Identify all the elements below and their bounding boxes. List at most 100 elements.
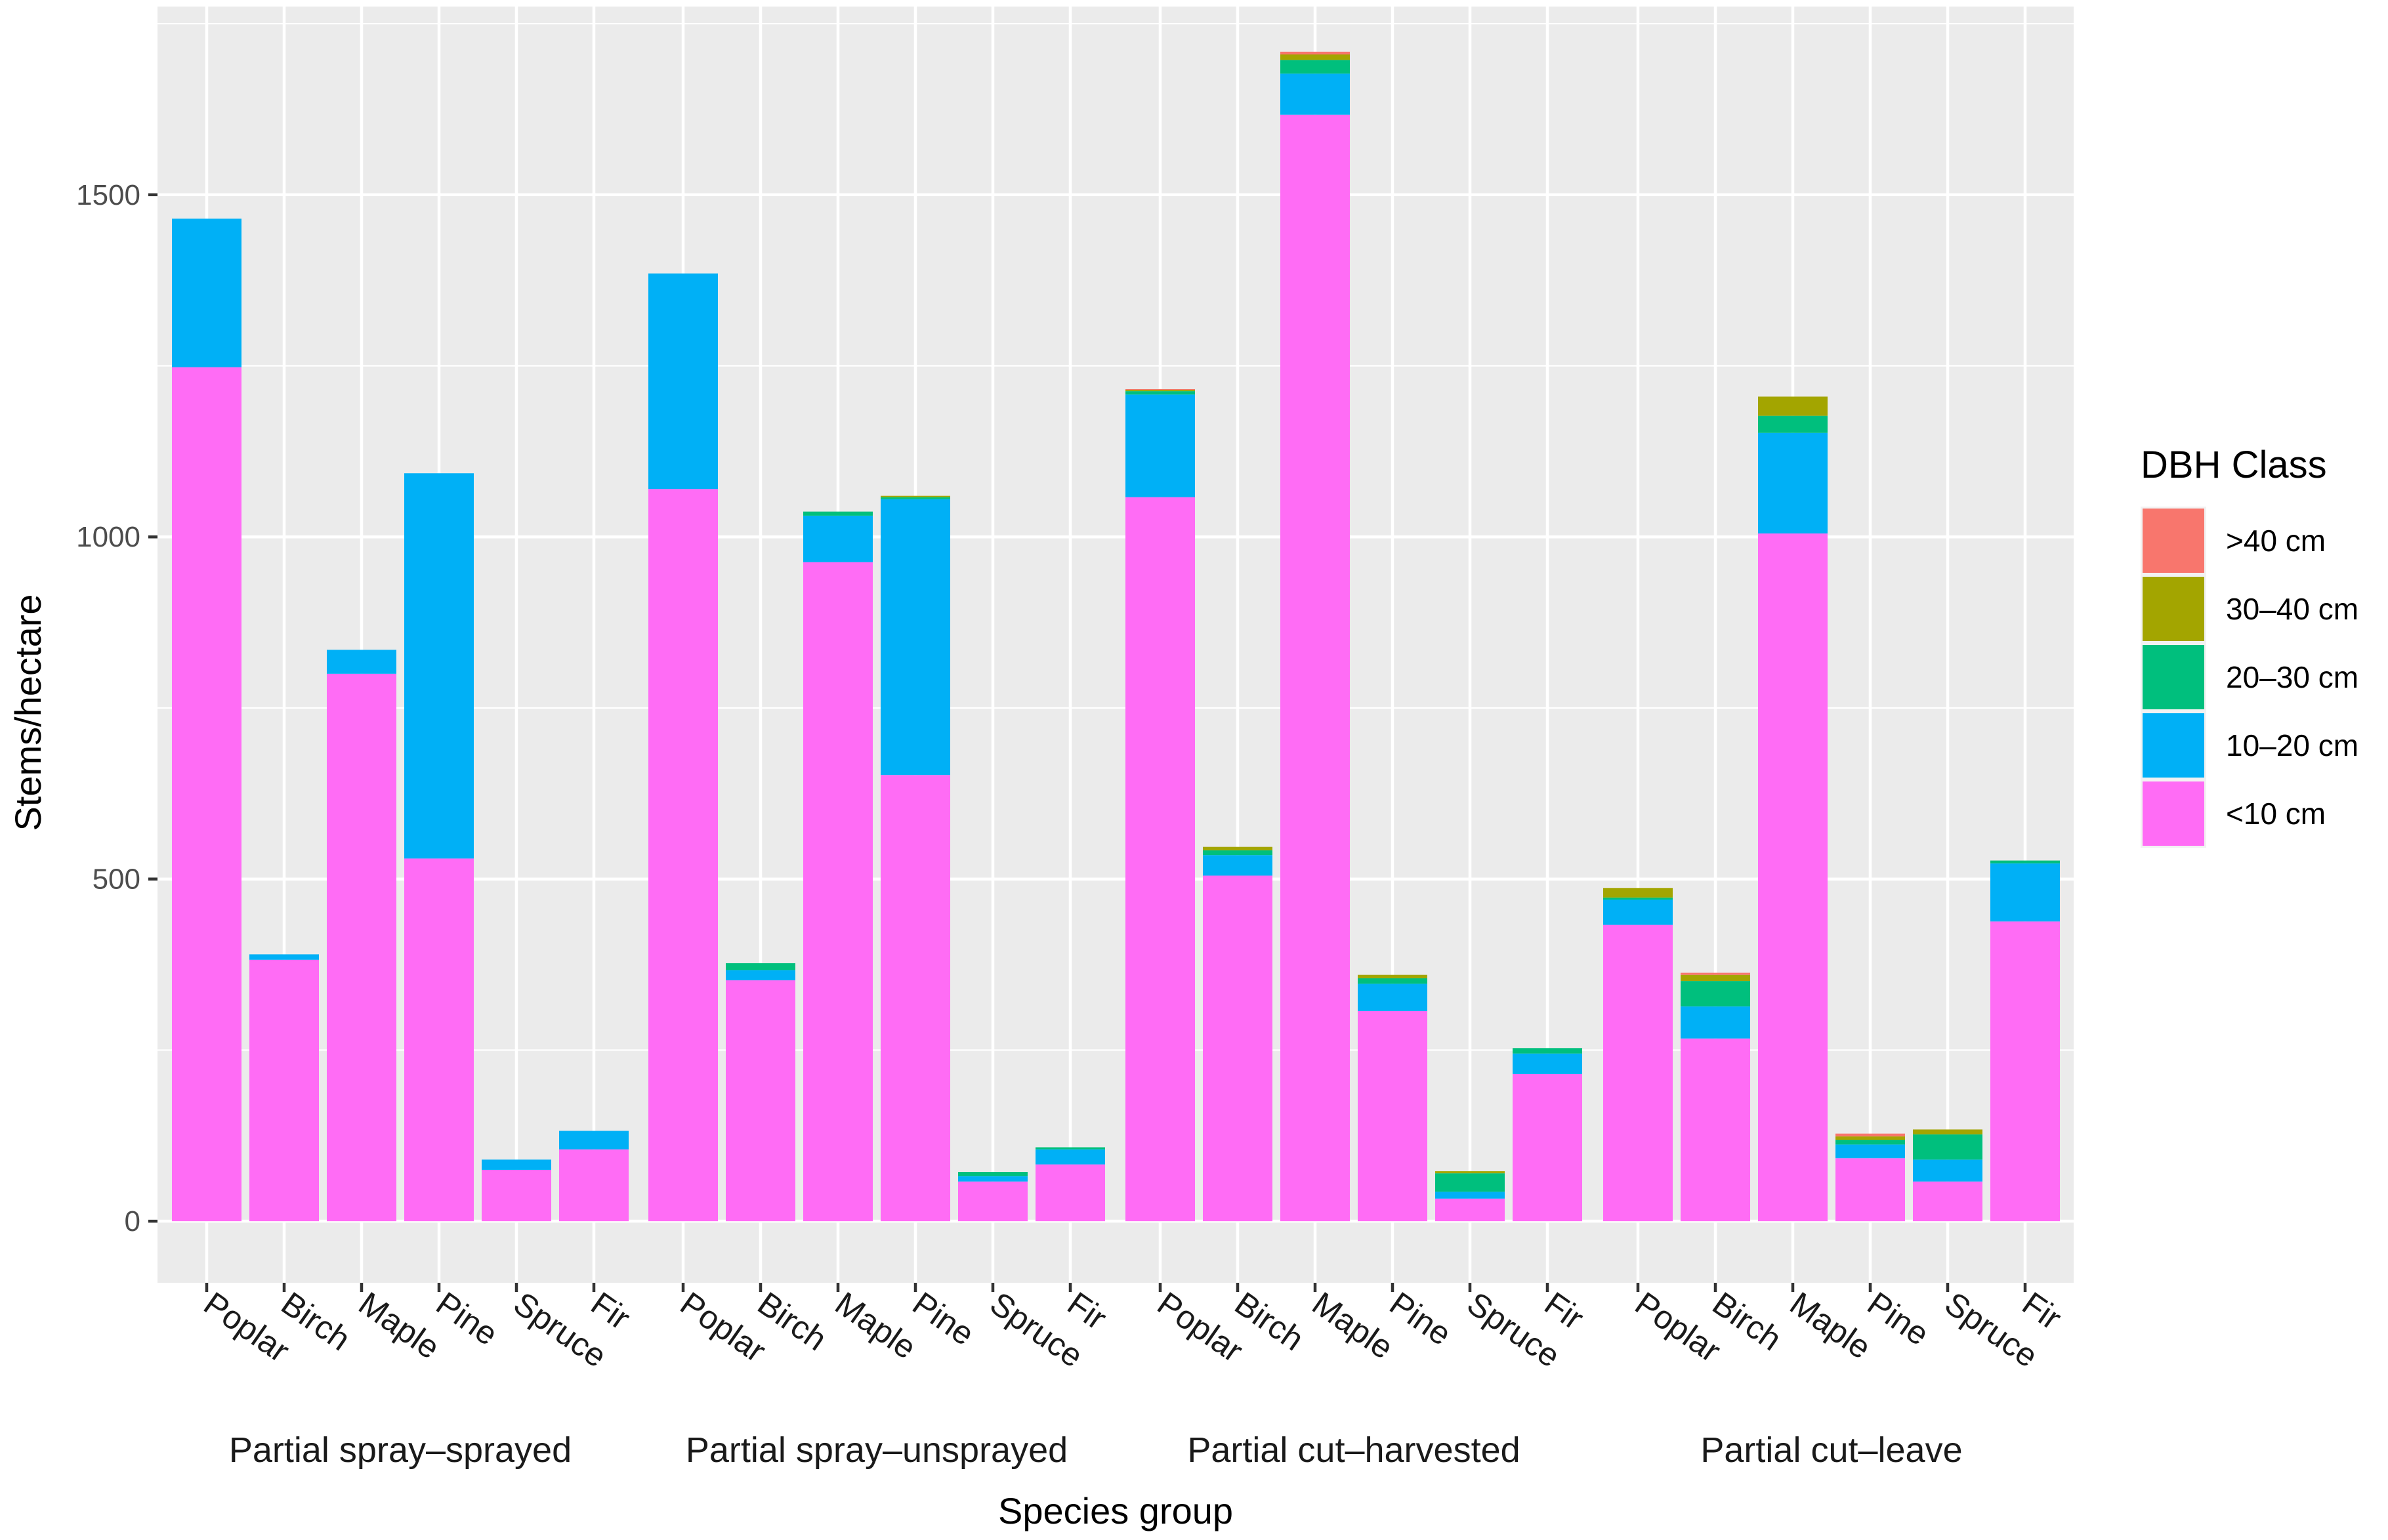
- x-tick-label: Maple: [352, 1285, 447, 1366]
- bar-segment-<10-cm: [648, 489, 718, 1222]
- bar-segment->40-cm: [1125, 388, 1195, 390]
- bar-segment-<10-cm: [726, 980, 795, 1222]
- group-label: Partial cut–harvested: [1187, 1430, 1520, 1470]
- bar-segment-10-20-cm: [482, 1159, 551, 1170]
- bar-segment-20-30-cm: [1603, 897, 1673, 900]
- bar-partial-cut-leave-poplar: [1603, 888, 1673, 1222]
- x-tick-label: Poplar: [674, 1285, 773, 1369]
- bar-partial-cut-leave-birch: [1681, 972, 1750, 1222]
- bar-segment-10-20-cm: [327, 650, 396, 674]
- bar-segment-10-20-cm: [249, 954, 319, 960]
- bar-segment-20-30-cm: [726, 963, 795, 970]
- bar-segment-10-20-cm: [648, 273, 718, 489]
- legend-swatch: [2143, 577, 2204, 641]
- legend-title: DBH Class: [2141, 444, 2327, 486]
- bar-segment-30-40-cm: [1835, 1136, 1905, 1140]
- x-tick-label: Poplar: [1151, 1285, 1250, 1369]
- legend-label: <10 cm: [2226, 797, 2326, 831]
- bar-segment-<10-cm: [1125, 497, 1195, 1222]
- bar-segment-10-20-cm: [1758, 432, 1828, 534]
- bar-partial-spray-unsprayed-birch: [726, 963, 795, 1222]
- plot-panel: [157, 7, 2074, 1283]
- bar-segment-20-30-cm: [1681, 981, 1750, 1007]
- legend-swatch: [2143, 645, 2204, 709]
- bar-segment-10-20-cm: [1681, 1006, 1750, 1039]
- legend-swatch: [2143, 509, 2204, 573]
- y-tick-label: 0: [125, 1205, 140, 1238]
- bar-partial-spray-sprayed-fir: [559, 1131, 629, 1222]
- bar-segment-30-40-cm: [1125, 390, 1195, 392]
- bar-partial-cut-leave-pine: [1835, 1133, 1905, 1222]
- bar-partial-cut-leave-maple: [1758, 396, 1828, 1222]
- bar-segment-<10-cm: [1513, 1073, 1582, 1222]
- legend-label: 10–20 cm: [2226, 728, 2358, 762]
- bar-segment-<10-cm: [172, 367, 241, 1222]
- bar-segment-<10-cm: [1435, 1198, 1505, 1222]
- group-label: Partial cut–leave: [1700, 1430, 1962, 1470]
- bar-segment-<10-cm: [327, 673, 396, 1222]
- bar-segment-10-20-cm: [958, 1176, 1028, 1182]
- bar-segment-10-20-cm: [1358, 984, 1427, 1011]
- bar-segment-10-20-cm: [1603, 899, 1673, 925]
- bar-segment-10-20-cm: [1913, 1159, 1982, 1182]
- bar-segment-20-30-cm: [1203, 850, 1272, 856]
- legend-label: >40 cm: [2226, 524, 2326, 558]
- bar-segment-10-20-cm: [1435, 1192, 1505, 1199]
- bar-partial-cut-harvested-pine: [1358, 974, 1427, 1222]
- legend-item: 10–20 cm: [2141, 711, 2358, 780]
- bar-segment-10-20-cm: [1835, 1144, 1905, 1159]
- x-tick-label: Poplar: [198, 1285, 297, 1369]
- bar-segment-20-30-cm: [1125, 391, 1195, 395]
- bar-segment->40-cm: [1835, 1133, 1905, 1136]
- x-tick-label: Maple: [829, 1285, 923, 1366]
- bar-segment-<10-cm: [404, 858, 474, 1222]
- bar-segment-<10-cm: [559, 1149, 629, 1222]
- bar-segment-30-40-cm: [1681, 974, 1750, 982]
- bar-segment-20-30-cm: [1913, 1134, 1982, 1160]
- bar-partial-spray-unsprayed-maple: [803, 511, 873, 1222]
- bar-segment-20-30-cm: [1990, 860, 2060, 864]
- bar-partial-spray-sprayed-spruce: [482, 1159, 551, 1222]
- bar-partial-cut-harvested-maple: [1280, 51, 1350, 1222]
- bar-segment-20-30-cm: [881, 497, 950, 499]
- bar-segment-10-20-cm: [1513, 1053, 1582, 1074]
- bar-segment->40-cm: [1681, 972, 1750, 975]
- plot-background: [157, 7, 2074, 1283]
- bar-segment-<10-cm: [881, 775, 950, 1222]
- bar-partial-spray-unsprayed-fir: [1036, 1147, 1105, 1222]
- bar-segment-10-20-cm: [881, 499, 950, 776]
- bar-segment-<10-cm: [482, 1169, 551, 1222]
- bar-partial-spray-sprayed-pine: [404, 473, 474, 1222]
- group-label: Partial spray–unsprayed: [686, 1430, 1068, 1470]
- bar-segment-<10-cm: [803, 562, 873, 1222]
- x-tick-label: Maple: [1784, 1285, 1878, 1366]
- bar-segment-30-40-cm: [1758, 396, 1828, 416]
- legend-label: 20–30 cm: [2226, 660, 2358, 694]
- bar-partial-spray-unsprayed-poplar: [648, 273, 718, 1222]
- bar-segment-30-40-cm: [1603, 888, 1673, 898]
- bar-segment-<10-cm: [1681, 1038, 1750, 1222]
- bar-segment-20-30-cm: [803, 511, 873, 516]
- bar-segment-30-40-cm: [1203, 846, 1272, 850]
- bar-partial-spray-unsprayed-pine: [881, 495, 950, 1222]
- x-tick-label: Maple: [1306, 1285, 1400, 1366]
- bar-segment-10-20-cm: [404, 473, 474, 859]
- y-tick-label: 1000: [76, 521, 140, 553]
- legend: DBH Class >40 cm 30–40 cm 20–30 cm 10–20 cm…: [2141, 444, 2358, 848]
- y-tick-label: 500: [93, 864, 140, 896]
- bar-partial-spray-sprayed-maple: [327, 650, 396, 1222]
- bar-partial-cut-harvested-spruce: [1435, 1171, 1505, 1222]
- bar-partial-cut-leave-fir: [1990, 860, 2060, 1222]
- bar-partial-spray-sprayed-birch: [249, 954, 319, 1222]
- bar-segment-30-40-cm: [1435, 1171, 1505, 1174]
- bar-segment-10-20-cm: [172, 219, 241, 367]
- bar-segment-<10-cm: [1036, 1164, 1105, 1222]
- bar-segment-20-30-cm: [958, 1172, 1028, 1176]
- y-tick-label: 1500: [76, 179, 140, 211]
- bar-partial-spray-unsprayed-spruce: [958, 1172, 1028, 1222]
- bar-segment-30-40-cm: [1280, 54, 1350, 60]
- bar-segment-10-20-cm: [559, 1131, 629, 1150]
- bar-segment-<10-cm: [958, 1181, 1028, 1222]
- bar-segment-10-20-cm: [1990, 863, 2060, 922]
